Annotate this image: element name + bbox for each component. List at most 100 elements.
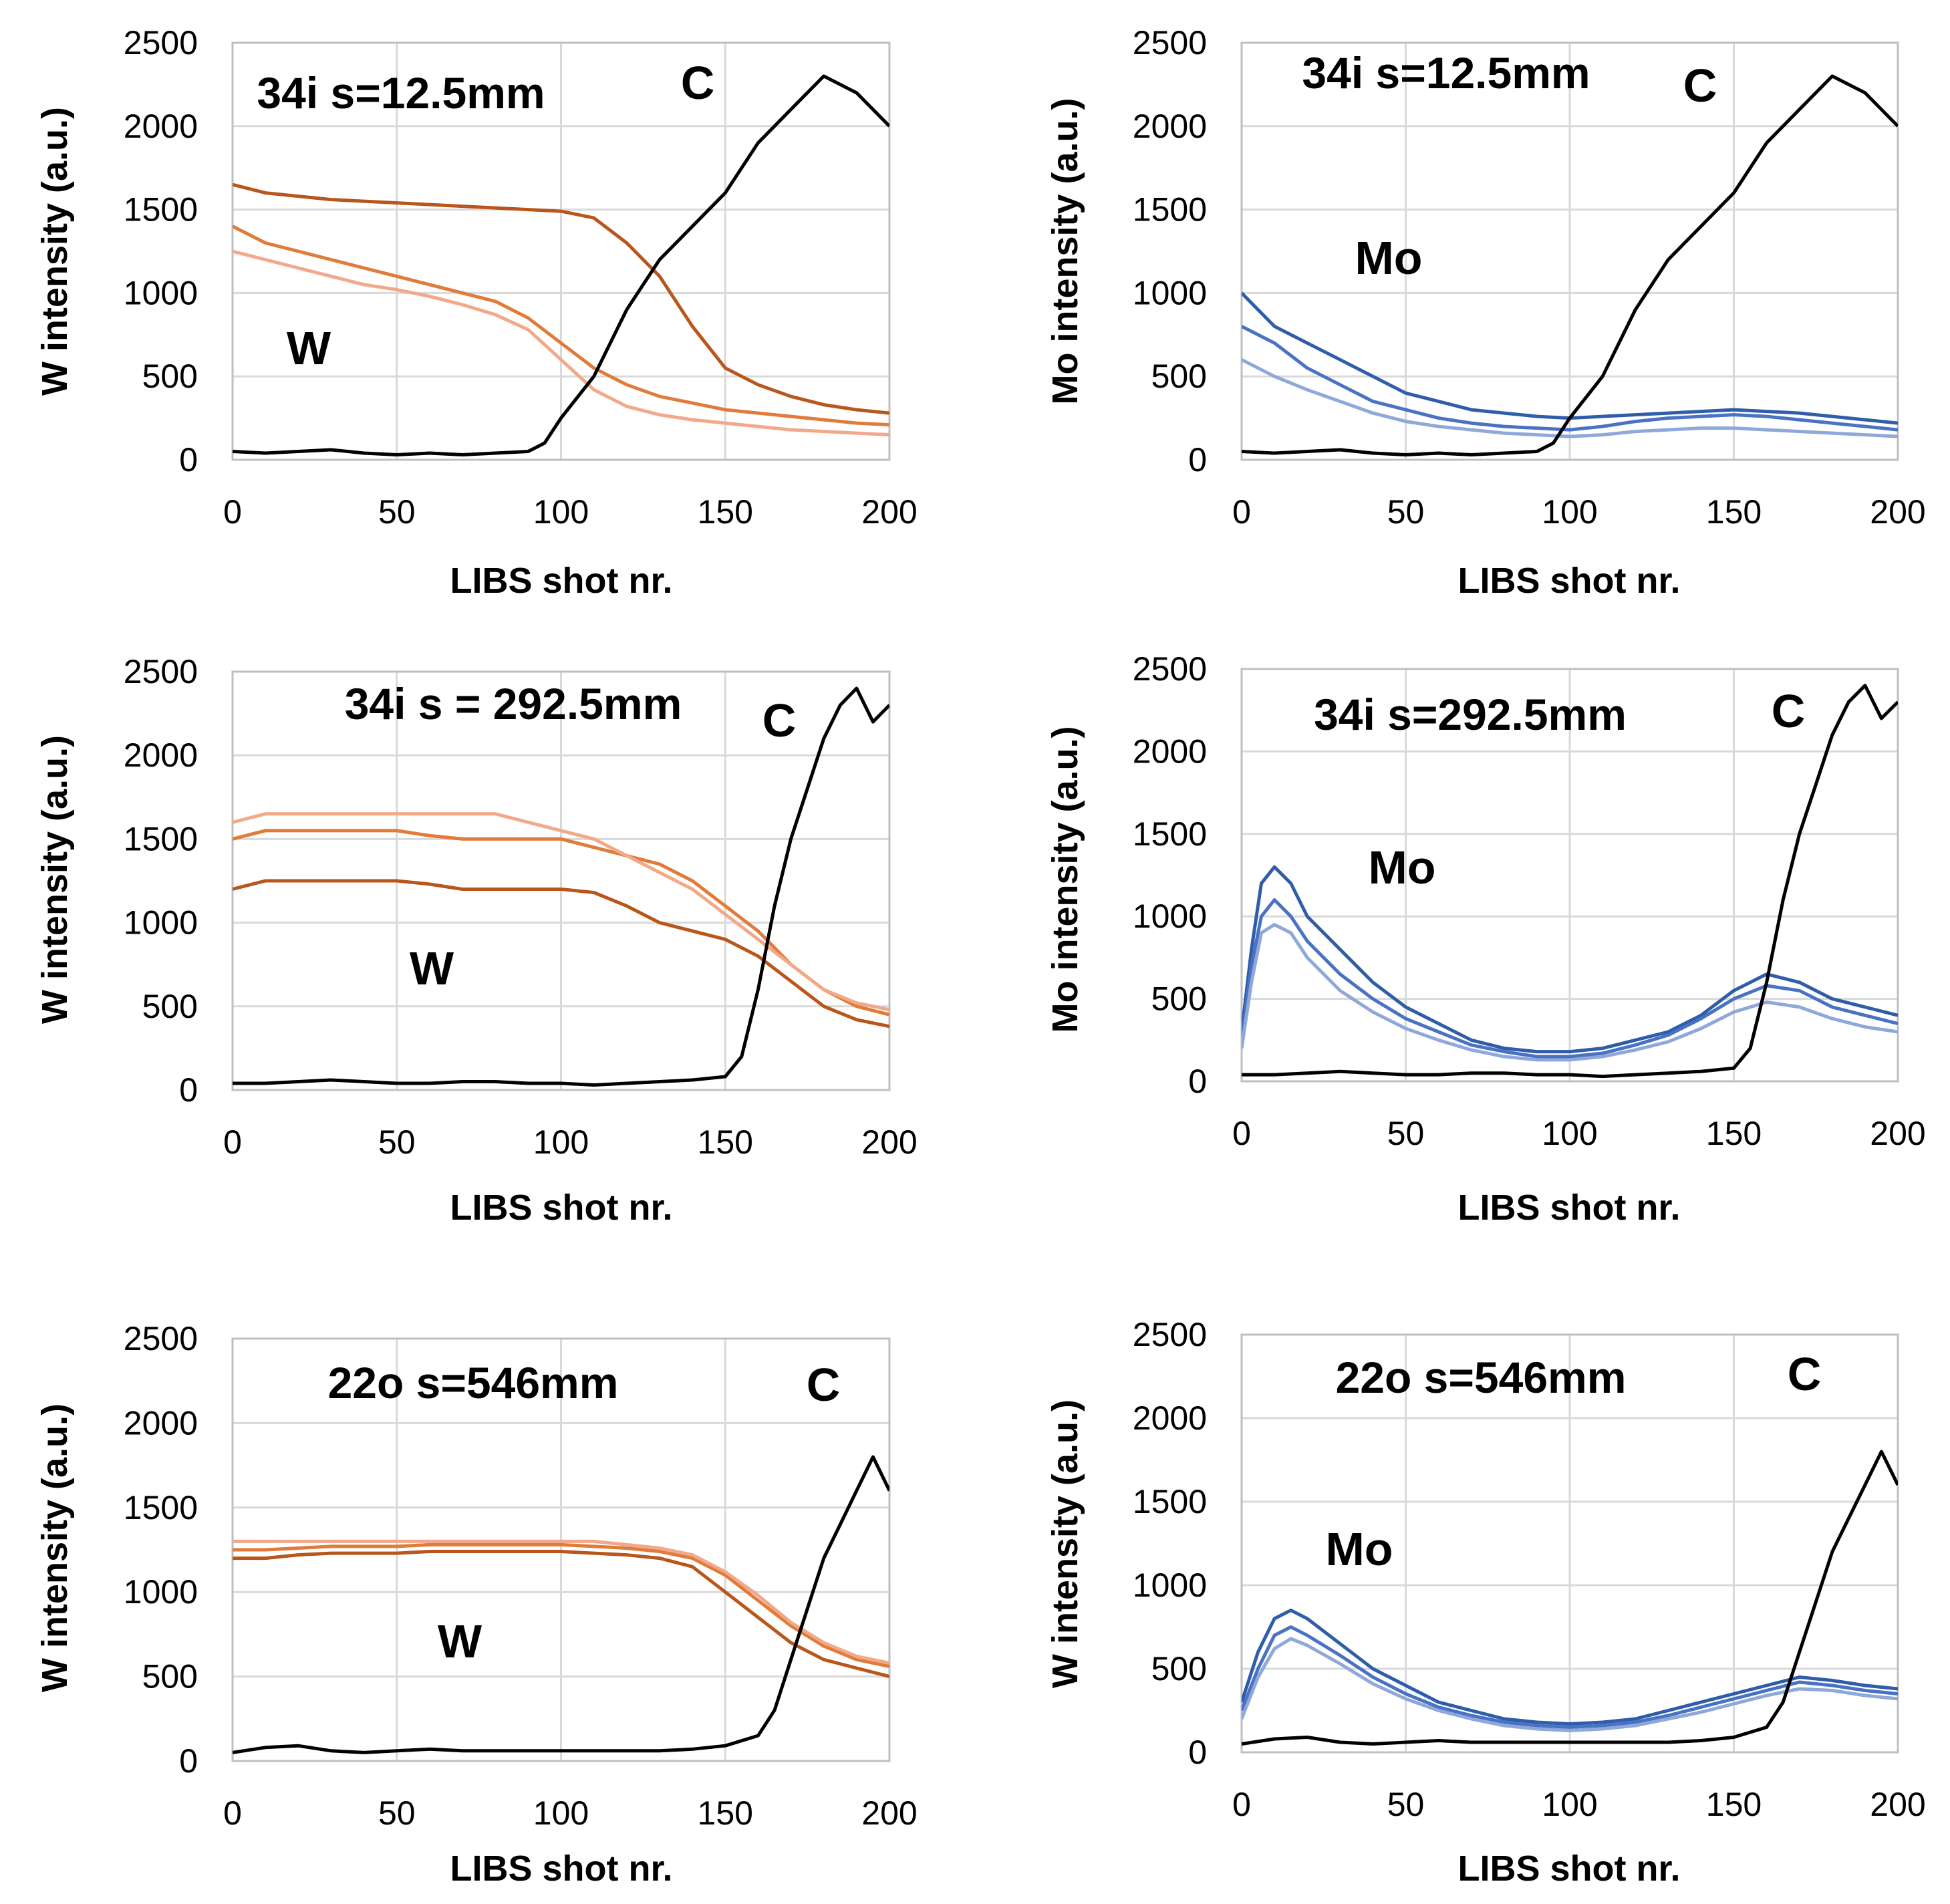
x-tick-label: 100 — [533, 493, 589, 531]
carbon-series-line-4 — [233, 686, 889, 1087]
x-tick-label: 0 — [1232, 493, 1251, 531]
annotation-w: W — [438, 1615, 482, 1667]
x-tick-label: 100 — [1542, 493, 1597, 531]
y-axis-label: W intensity (a.u.) — [35, 735, 75, 1024]
y-tick-label: 0 — [179, 1742, 198, 1780]
panel-1: 34i s=12.5mm LIBS shot nr. W intensity (… — [35, 24, 918, 601]
x-tick-label: 150 — [698, 1123, 753, 1161]
x-axis-label: LIBS shot nr. — [450, 561, 672, 601]
y-tick-label: 2500 — [124, 1320, 198, 1357]
carbon-series-line-4 — [1242, 1450, 1898, 1746]
y-tick-label: 2500 — [124, 653, 198, 690]
y-tick-label: 1500 — [1133, 815, 1207, 853]
mo-series-line-3 — [1242, 923, 1898, 1062]
y-tick-label: 2000 — [124, 108, 198, 145]
panel-title: 34i s=292.5mm — [1314, 690, 1627, 739]
carbon-series-line-4 — [1242, 684, 1898, 1079]
y-tick-label: 0 — [1188, 1734, 1207, 1771]
x-tick-label: 50 — [378, 493, 416, 531]
y-tick-label: 1000 — [1133, 898, 1207, 935]
panel-title: 34i s = 292.5mm — [345, 679, 682, 728]
y-tick-label: 0 — [179, 1071, 198, 1109]
panel-title: 22o s=546mm — [1336, 1353, 1627, 1402]
panel-2: 34i s=12.5mm LIBS shot nr. Mo intensity … — [1045, 24, 1926, 601]
annotation-c: C — [681, 57, 715, 109]
x-tick-label: 50 — [378, 1794, 416, 1832]
mo-series-line-2 — [1242, 1625, 1898, 1729]
x-tick-label: 200 — [861, 1794, 917, 1832]
x-tick-label: 200 — [861, 493, 917, 531]
panel-title: 22o s=546mm — [328, 1358, 619, 1407]
y-tick-label: 1500 — [1133, 191, 1207, 229]
y-tick-label: 2000 — [1133, 732, 1207, 770]
mo-series-line-1 — [1242, 291, 1898, 425]
w-series-line-2 — [233, 829, 889, 1016]
w-series-line-1 — [233, 182, 889, 415]
y-tick-label: 2500 — [1133, 24, 1207, 61]
x-tick-label: 0 — [1232, 1115, 1251, 1152]
w-series-line-2 — [233, 1542, 889, 1668]
x-tick-label: 150 — [1706, 493, 1762, 531]
x-tick-label: 100 — [533, 1794, 589, 1832]
annotation-mo: Mo — [1355, 232, 1422, 284]
x-tick-label: 150 — [1706, 1786, 1762, 1823]
carbon-series-line-4 — [233, 1455, 889, 1754]
annotation-c: C — [1788, 1348, 1822, 1400]
y-tick-label: 2500 — [1133, 1316, 1207, 1353]
plot-frame — [1240, 668, 1899, 1083]
x-tick-label: 100 — [533, 1123, 589, 1161]
y-tick-label: 2000 — [124, 1404, 198, 1442]
y-tick-label: 2000 — [1133, 1399, 1207, 1437]
y-axis-label: W intensity (a.u.) — [35, 107, 75, 396]
annotation-c: C — [807, 1359, 841, 1411]
y-tick-label: 0 — [179, 441, 198, 479]
y-tick-label: 1500 — [124, 820, 198, 857]
annotation-mo: Mo — [1325, 1523, 1393, 1575]
x-axis-label: LIBS shot nr. — [1457, 1188, 1680, 1228]
annotation-c: C — [1683, 59, 1717, 112]
carbon-series-line-4 — [1242, 74, 1898, 456]
x-tick-label: 150 — [698, 493, 753, 531]
x-tick-label: 50 — [1387, 1786, 1425, 1823]
y-axis-label: Mo intensity (a.u.) — [1045, 98, 1085, 405]
y-tick-label: 500 — [1151, 980, 1207, 1018]
y-axis-label: Mo intensity (a.u.) — [1045, 726, 1085, 1033]
w-series-line-2 — [233, 225, 889, 427]
w-series-line-3 — [233, 249, 889, 437]
w-series-line-3 — [233, 812, 889, 1012]
x-axis-label: LIBS shot nr. — [450, 1849, 672, 1889]
y-tick-label: 1000 — [124, 1573, 198, 1611]
plot-frame — [1240, 41, 1899, 461]
annotation-c: C — [1772, 685, 1806, 737]
y-tick-label: 1000 — [1133, 1567, 1207, 1604]
x-tick-label: 150 — [698, 1794, 753, 1832]
y-tick-label: 1000 — [124, 274, 198, 311]
mo-series-line-2 — [1242, 898, 1898, 1059]
annotation-w: W — [287, 322, 331, 374]
x-tick-label: 0 — [223, 1794, 242, 1832]
annotation-mo: Mo — [1368, 841, 1435, 894]
y-tick-label: 2000 — [124, 736, 198, 774]
x-tick-label: 0 — [223, 493, 242, 531]
y-tick-label: 500 — [142, 1658, 198, 1695]
panel-title: 34i s=12.5mm — [1302, 48, 1590, 98]
panel-5: 22o s=546mm LIBS shot nr. W intensity (a… — [35, 1320, 918, 1889]
w-series-line-1 — [233, 879, 889, 1029]
x-tick-label: 50 — [1387, 493, 1425, 531]
x-axis-label: LIBS shot nr. — [1457, 561, 1680, 601]
y-tick-label: 500 — [142, 988, 198, 1025]
y-tick-label: 2500 — [1133, 650, 1207, 688]
x-axis-label: LIBS shot nr. — [450, 1188, 672, 1228]
mo-series-line-3 — [1242, 358, 1898, 438]
mo-series-line-3 — [1242, 1637, 1898, 1732]
x-tick-label: 200 — [861, 1123, 917, 1161]
panel-6: 22o s=546mm LIBS shot nr. W intensity (a… — [1045, 1316, 1926, 1889]
panel-4: 34i s=292.5mm LIBS shot nr. Mo intensity… — [1045, 650, 1926, 1228]
y-tick-label: 500 — [1151, 358, 1207, 395]
x-tick-label: 50 — [378, 1123, 416, 1161]
y-tick-label: 1500 — [124, 191, 198, 229]
plot-frame — [1240, 1333, 1899, 1754]
mo-series-line-1 — [1242, 865, 1898, 1054]
y-tick-label: 0 — [1188, 1063, 1207, 1100]
